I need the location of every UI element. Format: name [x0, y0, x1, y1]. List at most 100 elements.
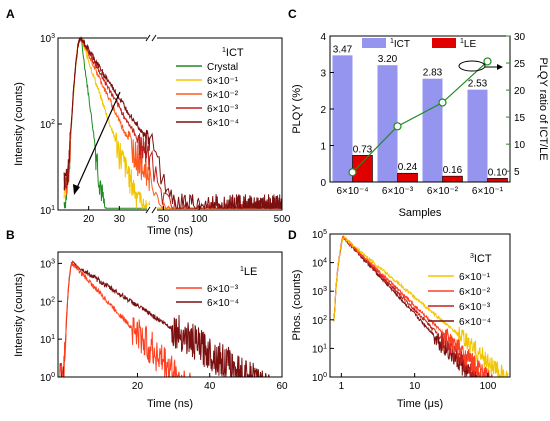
panel-b-x-tick-label: 40: [204, 381, 216, 392]
panel-c-y-tick-label: 0: [320, 178, 326, 189]
panel-a-series-line: [63, 36, 184, 209]
panel-b-x-tick-label: 20: [132, 381, 144, 392]
panel-d-y-tick-label: 101: [312, 343, 327, 355]
panel-d-y-tick-label-exp: 3: [323, 286, 327, 293]
panel-c-y-tick-right-label: 25: [514, 59, 526, 70]
panel-c-y-tick-right-label: 5: [514, 167, 520, 178]
panel-a-legend-label: 6×10⁻²: [207, 90, 239, 101]
panel-d-y-tick-label-base: 10: [312, 287, 324, 298]
panel-c-x-ticks: 6×10⁻⁴ 6×10⁻³ 6×10⁻² 6×10⁻¹: [336, 186, 503, 197]
panel-a-break-top-mask: [147, 33, 157, 43]
panel-d-legend-label: 6×10⁻¹: [459, 272, 491, 283]
panel-b-y-tick-label-exp: 0: [51, 372, 55, 379]
panel-c-x-tick-label: 6×10⁻¹: [472, 186, 504, 197]
panel-c: C 3.47 0.73 3.20 0.24 2.83 0.16 2.53 0.10 0 1 2 3 4…: [288, 7, 549, 219]
panel-a-x-tick-label: 50: [158, 214, 170, 225]
panel-d-legend-label: 6×10⁻⁴: [459, 317, 491, 328]
panel-d-frame: [329, 233, 511, 378]
panel-b-legend: 6×10⁻³ 6×10⁻⁴: [176, 284, 239, 309]
panel-a-break-mark: [145, 34, 151, 42]
panel-d-y-tick-label-exp: 0: [323, 372, 327, 379]
panel-c-ratio-line: [352, 60, 488, 173]
panel-b-y-tick-label: 103: [40, 258, 55, 270]
panel-a-y-tick-label-base: 10: [40, 120, 52, 131]
panel-d-y-tick-label-exp: 2: [323, 315, 327, 322]
panel-a-break-mark: [151, 34, 157, 42]
panel-c-ratio-marker-ellipse: [458, 60, 486, 72]
panel-c-x-tick-label: 6×10⁻³: [382, 186, 414, 197]
panel-b-y-tick-label-exp: 1: [51, 334, 55, 341]
panel-a-legend: Crystal 6×10⁻¹ 6×10⁻² 6×10⁻³ 6×10⁻⁴: [176, 62, 239, 129]
panel-c-letter: C: [288, 7, 297, 21]
panel-c-y-tick-label: 2: [320, 105, 326, 116]
panel-c-y-tick-label: 4: [320, 32, 326, 43]
panel-b-y-tick-label-base: 10: [40, 259, 52, 270]
panel-d-y-tick-label: 105: [312, 229, 327, 241]
panel-a-y-tick-label-exp: 3: [51, 33, 55, 40]
panel-b-annotation-sup: 1: [240, 266, 244, 273]
panel-a-break-mark: [151, 206, 157, 214]
panel-b-y-tick-label: 102: [40, 296, 55, 308]
panel-c-legend-label-sup: 1: [390, 38, 394, 45]
panel-a-legend-label: 6×10⁻¹: [207, 76, 239, 87]
panel-a-break-bottom-mask: [147, 205, 157, 215]
panel-b-series-line: [59, 260, 282, 378]
panel-c-ratio-arrowhead: [497, 64, 503, 70]
panel-a-x-tick-label: 30: [114, 214, 126, 225]
panel-c-xlabel: Samples: [399, 207, 442, 219]
panel-c-y-tick-right-label: 10: [514, 140, 526, 151]
panel-c-content: 3.47 0.73 3.20 0.24 2.83 0.16 2.53 0.10: [332, 44, 508, 183]
panel-a-x-tick-label: 100: [191, 214, 208, 225]
panel-d-series-line: [333, 235, 509, 378]
panel-d-x-tick-label: 100: [480, 381, 497, 392]
panel-a-annotation-sup: 1: [222, 47, 226, 54]
panel-b-y-tick-label: 101: [40, 334, 55, 346]
panel-d-series-line: [333, 235, 508, 378]
panel-c-bar-le-label: 0.10: [488, 167, 508, 178]
panel-c-y-tick-right-label: 20: [514, 86, 526, 97]
panel-d-y-tick-label-base: 10: [312, 344, 324, 355]
panel-b-frame: [57, 251, 283, 378]
panel-c-bar-le-label: 0.16: [443, 165, 463, 176]
panel-a-frame: [57, 37, 283, 211]
panel-b-y-tick-label-exp: 2: [51, 296, 55, 303]
panel-a-arrow: [75, 91, 121, 191]
panel-a-y-tick-label: 102: [40, 119, 55, 131]
panel-d-ylabel: Phos. (counts): [291, 270, 303, 341]
panel-a-legend-label: Crystal: [207, 62, 238, 73]
panel-d-y-tick-label: 100: [312, 372, 327, 384]
panel-b-ylabel: Intensity (counts): [13, 273, 25, 357]
panel-a-y-tick-label-base: 10: [40, 206, 52, 217]
panel-c-y-ticks-right: 5 10 15 20 25 30: [506, 32, 526, 178]
panel-c-bar-ict: [332, 55, 353, 182]
panel-a-y-tick-label: 101: [40, 205, 55, 217]
panel-d-y-tick-label-exp: 1: [323, 343, 327, 350]
panel-b-legend-label: 6×10⁻³: [207, 284, 239, 295]
panel-a-annotation: 1ICT: [222, 47, 244, 59]
panel-a-break-mark: [145, 206, 151, 214]
panel-c-bar-le: [442, 175, 463, 183]
panel-c-y-tick-label: 1: [320, 142, 326, 153]
panel-d-x-tick-label: 10: [409, 381, 421, 392]
panel-d-xlabel: Time (μs): [397, 398, 443, 410]
panel-b-annotation-text: LE: [244, 266, 257, 278]
panel-c-legend-label-sup: 1: [460, 38, 464, 45]
panel-c-y-ticks: 0 1 2 3 4: [320, 32, 334, 189]
panel-d-x-ticks: 1 10 100: [339, 373, 497, 392]
panel-d-y-tick-label: 103: [312, 286, 327, 298]
panel-c-bar-ict-label: 3.47: [333, 44, 353, 55]
panel-b-letter: B: [6, 228, 15, 242]
panel-c-y-tick-right-label: 15: [514, 113, 526, 124]
panel-d-legend-label: 6×10⁻³: [459, 302, 491, 313]
panel-c-legend-label: 1LE: [460, 38, 476, 50]
panel-d-letter: D: [288, 228, 297, 242]
panel-a-y-tick-label-exp: 1: [51, 205, 55, 212]
panel-d-y-tick-label-base: 10: [312, 259, 324, 270]
panel-c-bar-ict-label: 2.53: [468, 79, 488, 90]
panel-a-y-tick-label: 103: [40, 33, 55, 45]
